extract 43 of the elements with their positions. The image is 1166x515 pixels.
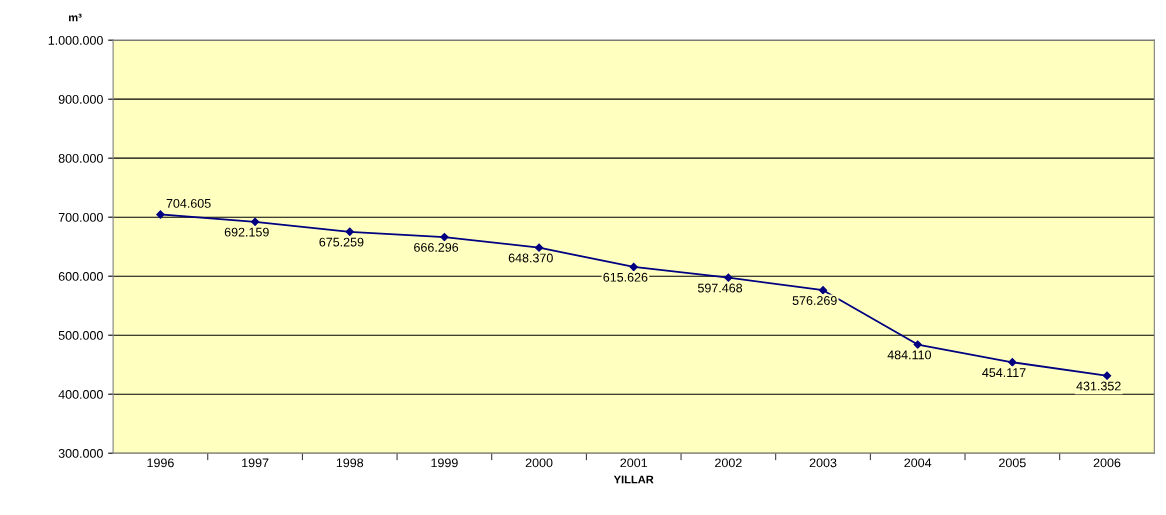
data-label: 484.110 <box>887 350 932 360</box>
y-tick-label: 700.000 <box>58 212 103 222</box>
y-axis-title: m³ <box>69 13 82 22</box>
x-tick-label: 1997 <box>242 458 269 468</box>
y-tick-label: 900.000 <box>58 94 103 104</box>
data-label: 704.605 <box>166 198 211 208</box>
y-tick-label: 400.000 <box>58 390 103 399</box>
data-label: 675.259 <box>319 237 364 247</box>
y-tick-label: 500.000 <box>58 330 103 340</box>
y-tick-label: 600.000 <box>58 271 103 281</box>
data-label: 666.296 <box>414 242 459 252</box>
point <box>250 217 260 226</box>
point <box>818 286 828 295</box>
point <box>1102 371 1112 380</box>
data-label: 615.626 <box>603 272 648 282</box>
data-label: 576.269 <box>792 296 837 305</box>
data-label: 431.352 <box>1076 381 1121 391</box>
y-tick-label: 300.000 <box>58 449 103 458</box>
x-axis-title: YILLAR <box>613 475 654 484</box>
x-tick-label: 1996 <box>147 458 174 468</box>
point <box>1008 358 1017 367</box>
data-label: 648.370 <box>508 253 553 263</box>
point <box>724 273 733 282</box>
data-label: 454.117 <box>982 368 1026 377</box>
point <box>913 340 922 349</box>
point <box>156 210 165 219</box>
x-tick-label: 1999 <box>431 458 458 468</box>
point <box>534 243 544 252</box>
x-tick-label: 2002 <box>715 458 742 468</box>
data-label: 597.468 <box>697 283 743 293</box>
point <box>440 232 449 242</box>
x-tick-label: 2003 <box>809 458 837 468</box>
x-tick-label: 2000 <box>525 458 553 468</box>
data-label: 692.159 <box>224 227 269 237</box>
x-tick-label: 2006 <box>1093 458 1121 468</box>
point <box>629 262 638 272</box>
x-tick-label: 2005 <box>999 458 1026 468</box>
x-tick-label: 1998 <box>336 458 364 468</box>
x-tick-label: 2004 <box>904 458 932 468</box>
y-tick-label: 1.000.000 <box>48 35 103 45</box>
y-tick-label: 800.000 <box>58 153 103 163</box>
x-tick-label: 2001 <box>620 458 648 468</box>
point <box>345 227 354 236</box>
